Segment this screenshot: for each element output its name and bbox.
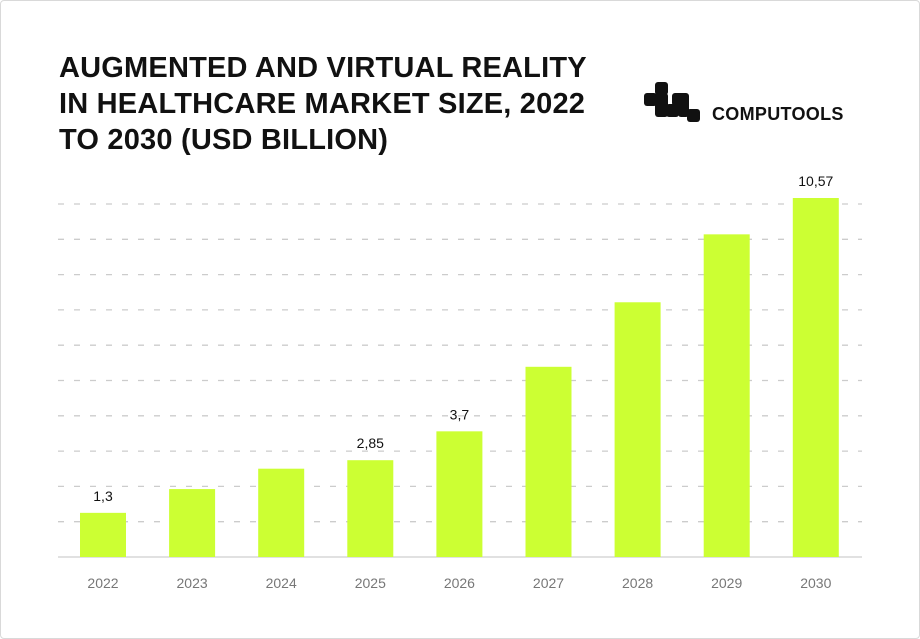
x-tick-label: 2025: [355, 575, 386, 591]
x-tick-label: 2026: [444, 575, 475, 591]
x-tick-label: 2024: [266, 575, 297, 591]
data-label: 10,57: [798, 173, 833, 189]
chart-title: AUGMENTED AND VIRTUAL REALITY IN HEALTHC…: [59, 52, 587, 156]
x-tick-label: 2028: [622, 575, 653, 591]
bar-2022: [80, 512, 126, 557]
data-label: 3,7: [450, 406, 470, 422]
bar-2027: [525, 366, 572, 557]
bar-2025: [347, 460, 394, 557]
data-label: 2,85: [357, 435, 384, 451]
bar-2026: [436, 431, 483, 557]
bar-2029: [703, 234, 750, 557]
computools-logo-icon: [644, 82, 700, 122]
bar-2030: [792, 198, 839, 557]
bar-2023: [169, 489, 216, 557]
x-tick-label: 2030: [800, 575, 831, 591]
bar-2028: [614, 302, 661, 557]
x-tick-label: 2022: [87, 575, 118, 591]
brand-name: COMPUTOOLS: [712, 104, 844, 124]
bar-2024: [258, 468, 305, 557]
x-tick-label: 2027: [533, 575, 564, 591]
x-tick-label: 2023: [177, 575, 208, 591]
x-tick-label: 2029: [711, 575, 742, 591]
data-label: 1,3: [93, 488, 113, 504]
